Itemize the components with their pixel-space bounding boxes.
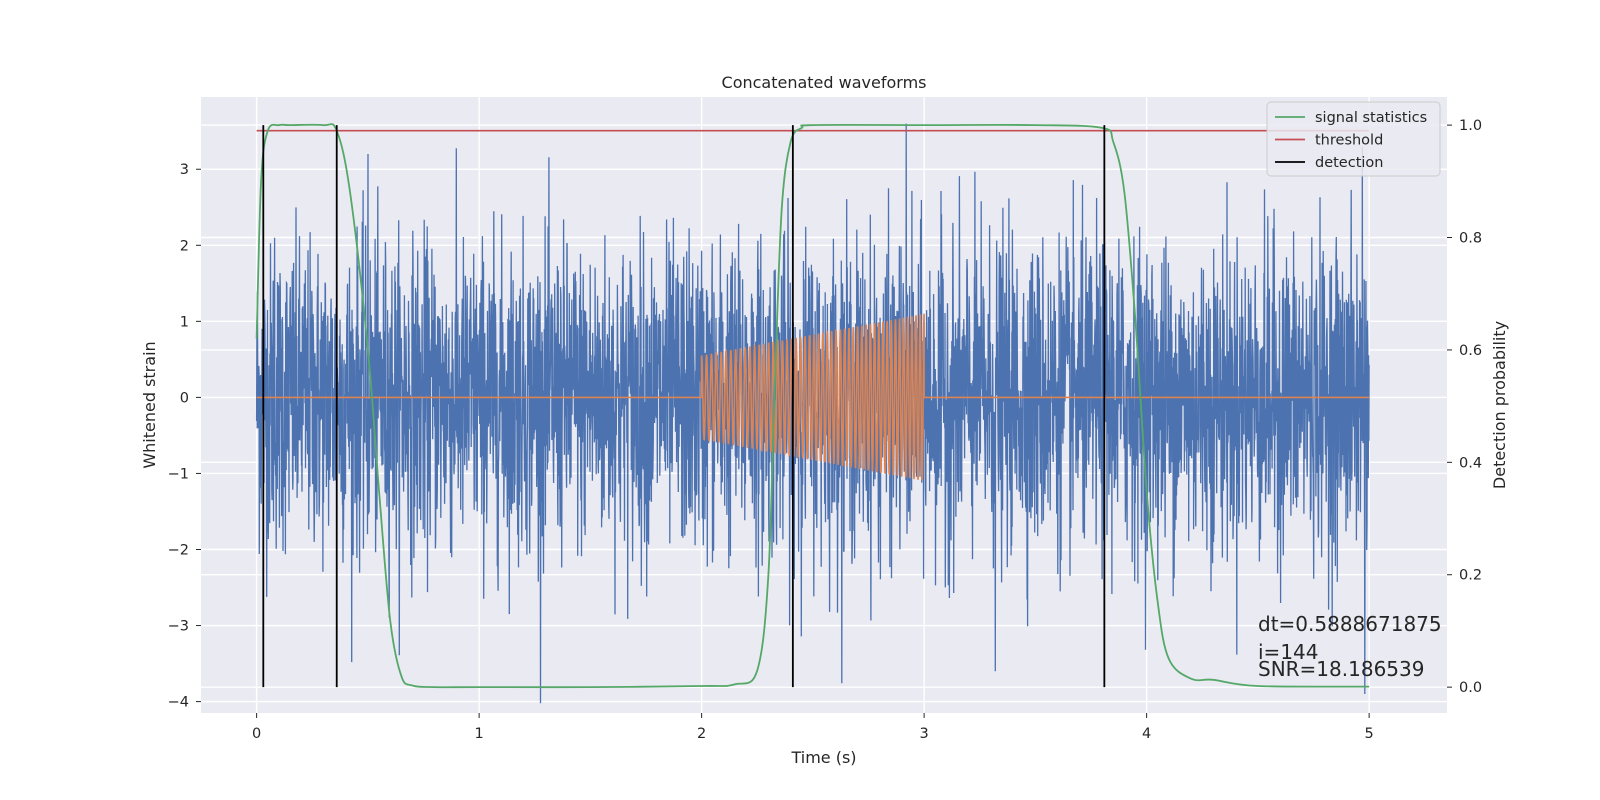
annotation-text: i=144 bbox=[1258, 640, 1319, 664]
y-tick-label: 1 bbox=[180, 314, 189, 330]
annotation-text: SNR=18.186539 bbox=[1258, 657, 1424, 681]
y-tick-label: −2 bbox=[168, 542, 189, 558]
legend-label: threshold bbox=[1315, 133, 1383, 149]
y-tick-label: 2 bbox=[180, 238, 189, 254]
y-tick-label: −3 bbox=[168, 619, 189, 635]
x-tick-label: 1 bbox=[475, 726, 484, 742]
x-tick-label: 5 bbox=[1365, 726, 1374, 742]
legend-label: signal statistics bbox=[1315, 110, 1427, 126]
y-axis-label: Whitened strain bbox=[140, 341, 159, 468]
x-tick-label: 4 bbox=[1142, 726, 1151, 742]
legend-label: detection bbox=[1315, 155, 1383, 171]
y2-tick-label: 0.6 bbox=[1459, 343, 1482, 359]
series-injected-signal bbox=[256, 313, 1370, 481]
x-tick-label: 2 bbox=[697, 726, 706, 742]
legend-box bbox=[1266, 101, 1441, 177]
x-axis-label: Time (s) bbox=[790, 748, 856, 767]
y2-tick-label: 1.0 bbox=[1459, 118, 1482, 134]
chart-title: Concatenated waveforms bbox=[722, 73, 927, 92]
series-signal-statistics bbox=[255, 123, 1370, 689]
x-tick-label: 0 bbox=[252, 726, 261, 742]
y-tick-label: 3 bbox=[180, 162, 189, 178]
y2-tick-label: 0.8 bbox=[1459, 231, 1482, 247]
y2-axis-label: Detection probability bbox=[1490, 321, 1509, 489]
y2-tick-label: 0.0 bbox=[1459, 680, 1482, 696]
y2-tick-label: 0.2 bbox=[1459, 568, 1482, 584]
annotation-text: dt=0.5888671875 bbox=[1258, 612, 1442, 636]
data-layer bbox=[255, 123, 1370, 704]
y-tick-label: −1 bbox=[168, 466, 189, 482]
y2-tick-label: 0.4 bbox=[1459, 455, 1482, 471]
x-tick-label: 3 bbox=[920, 726, 929, 742]
y-tick-label: −4 bbox=[168, 695, 189, 711]
y-tick-label: 0 bbox=[180, 390, 189, 406]
legend: signal statistics threshold detection bbox=[1266, 101, 1441, 177]
axes: 0 1 2 3 4 5 −4 −3 −2 −1 0 1 2 3 0.0 0.2 0.4 0.6 0.8 1.0 bbox=[168, 118, 1482, 742]
